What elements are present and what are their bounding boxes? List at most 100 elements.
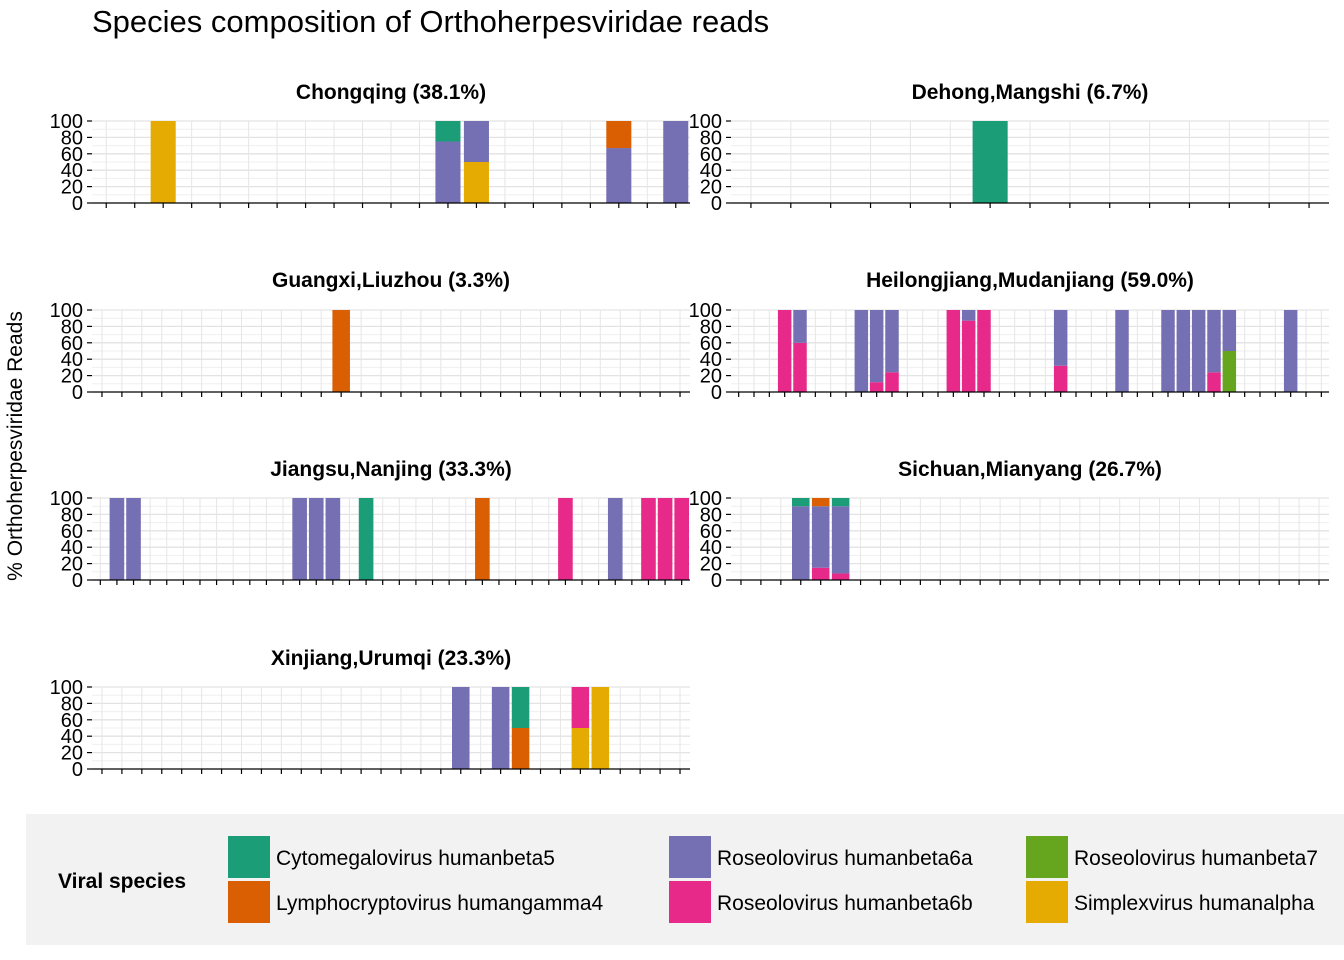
y-tick-label: 0 <box>711 382 722 404</box>
bar-segment-roseolovirus-humanbeta6a <box>1207 310 1221 373</box>
bar-segment-roseolovirus-humanbeta6b <box>571 687 590 728</box>
y-tick-label: 100 <box>50 488 83 510</box>
y-tick-label: 80 <box>61 127 83 149</box>
bar-segment-roseolovirus-humanbeta6b <box>1207 372 1221 392</box>
y-tick-label: 40 <box>61 160 83 182</box>
y-tick-label: 40 <box>700 537 722 559</box>
y-tick-label: 40 <box>61 726 83 748</box>
panel-heilongjiang-mudanjiang-59-0: Heilongjiang,Mudanjiang (59.0%) 020406080… <box>689 269 1329 404</box>
bar-segment-roseolovirus-humanbeta6a <box>1115 310 1129 392</box>
legend-background <box>26 814 1344 945</box>
y-tick-label: 100 <box>50 300 83 322</box>
bar-segment-lymphocryptovirus-humangamma4 <box>475 498 490 580</box>
bar-segment-cytomegalovirus-humanbeta5 <box>972 121 1008 203</box>
bar-segment-roseolovirus-humanbeta6a <box>1283 310 1298 392</box>
y-tick-label: 0 <box>711 193 722 215</box>
y-tick-label: 100 <box>50 111 83 133</box>
y-tick-label: 20 <box>61 177 83 199</box>
legend-label: Cytomegalovirus humanbeta5 <box>276 847 555 870</box>
y-tick-label: 60 <box>61 521 83 543</box>
bar-segment-cytomegalovirus-humanbeta5 <box>435 121 461 142</box>
bar-segment-roseolovirus-humanbeta6a <box>325 498 341 580</box>
y-tick-label: 20 <box>61 366 83 388</box>
bar-segment-roseolovirus-humanbeta6a <box>791 506 810 580</box>
legend-item-roseolovirus-humanbeta6b: Roseolovirus humanbeta6b <box>669 881 973 923</box>
y-tick-label: 80 <box>700 504 722 526</box>
y-tick-label: 100 <box>50 677 83 699</box>
bar-segment-roseolovirus-humanbeta6a <box>606 148 632 203</box>
bar-segment-roseolovirus-humanbeta6b <box>641 498 656 580</box>
y-tick-label: 0 <box>72 759 83 781</box>
panel-title: Dehong,Mangshi (6.7%) <box>912 81 1149 104</box>
bar-segment-simplexvirus-humanalpha <box>591 687 610 769</box>
y-tick-label: 40 <box>700 160 722 182</box>
legend-items: Cytomegalovirus humanbeta5 Lymphocryptovi… <box>228 836 1318 923</box>
bar-segment-roseolovirus-humanbeta6a <box>1191 310 1206 392</box>
bar-segment-roseolovirus-humanbeta6b <box>885 372 899 392</box>
bar-segment-lymphocryptovirus-humangamma4 <box>811 498 830 507</box>
bar-segment-roseolovirus-humanbeta6b <box>811 567 830 580</box>
y-tick-label: 60 <box>61 710 83 732</box>
bar-segment-roseolovirus-humanbeta6a <box>308 498 324 580</box>
bar-segment-roseolovirus-humanbeta6a <box>435 141 461 203</box>
bar-segment-lymphocryptovirus-humangamma4 <box>332 310 350 392</box>
legend: Viral species Cytomegalovirus humanbeta5… <box>26 814 1344 945</box>
legend-swatch <box>669 881 711 923</box>
bar-segment-roseolovirus-humanbeta6b <box>961 320 976 392</box>
y-tick-label: 0 <box>72 382 83 404</box>
y-tick-label: 60 <box>700 333 722 355</box>
bar-segment-roseolovirus-humanbeta6a <box>793 310 807 343</box>
panel-title: Guangxi,Liuzhou (3.3%) <box>272 269 510 292</box>
bar-segment-roseolovirus-humanbeta6a <box>961 310 976 321</box>
bar-segment-simplexvirus-humanalpha <box>150 121 176 203</box>
bar-segment-cytomegalovirus-humanbeta5 <box>511 687 530 728</box>
y-tick-label: 100 <box>689 300 722 322</box>
legend-item-roseolovirus-humanbeta6a: Roseolovirus humanbeta6a <box>669 836 973 878</box>
bar-segment-cytomegalovirus-humanbeta5 <box>358 498 374 580</box>
bar-segment-roseolovirus-humanbeta6a <box>854 310 869 392</box>
legend-swatch <box>669 836 711 878</box>
y-tick-label: 80 <box>61 693 83 715</box>
bar-segment-roseolovirus-humanbeta6b <box>657 498 673 580</box>
y-tick-label: 40 <box>61 349 83 371</box>
bar-segment-roseolovirus-humanbeta6b <box>777 310 792 392</box>
bar-segment-roseolovirus-humanbeta6a <box>869 310 884 383</box>
legend-item-lymphocryptovirus-humangamma4: Lymphocryptovirus humangamma4 <box>228 881 604 923</box>
bar-segment-roseolovirus-humanbeta6b <box>674 498 690 580</box>
bar-segment-lymphocryptovirus-humangamma4 <box>606 121 632 149</box>
y-tick-label: 60 <box>61 144 83 166</box>
legend-item-simplexvirus-humanalpha: Simplexvirus humanalpha <box>1026 881 1315 923</box>
panel-title: Jiangsu,Nanjing (33.3%) <box>270 458 512 481</box>
legend-label: Simplexvirus humanalpha <box>1074 892 1315 915</box>
panel-title: Heilongjiang,Mudanjiang (59.0%) <box>866 269 1194 292</box>
y-tick-label: 20 <box>61 743 83 765</box>
y-tick-label: 20 <box>700 366 722 388</box>
bar-segment-roseolovirus-humanbeta7 <box>1222 351 1237 392</box>
y-tick-label: 80 <box>61 316 83 338</box>
bar-segment-roseolovirus-humanbeta6a <box>811 506 830 568</box>
legend-title: Viral species <box>58 870 186 893</box>
legend-item-cytomegalovirus-humanbeta5: Cytomegalovirus humanbeta5 <box>228 836 555 878</box>
legend-label: Lymphocryptovirus humangamma4 <box>276 892 604 915</box>
panel-title: Sichuan,Mianyang (26.7%) <box>898 458 1162 481</box>
bar-segment-roseolovirus-humanbeta6a <box>491 687 510 769</box>
bar-segment-roseolovirus-humanbeta6a <box>1222 310 1237 351</box>
y-tick-label: 60 <box>61 333 83 355</box>
y-tick-label: 20 <box>700 554 722 576</box>
y-axis-label: % Orthoherpesviridae Reads <box>4 311 27 581</box>
y-tick-label: 60 <box>700 521 722 543</box>
bar-segment-roseolovirus-humanbeta6b <box>869 382 884 392</box>
bar-segment-simplexvirus-humanalpha <box>571 728 590 769</box>
bar-segment-roseolovirus-humanbeta6b <box>793 342 807 392</box>
y-tick-label: 80 <box>700 127 722 149</box>
legend-swatch <box>1026 881 1068 923</box>
legend-label: Roseolovirus humanbeta7 <box>1074 847 1318 870</box>
bar-segment-roseolovirus-humanbeta6a <box>663 121 689 203</box>
